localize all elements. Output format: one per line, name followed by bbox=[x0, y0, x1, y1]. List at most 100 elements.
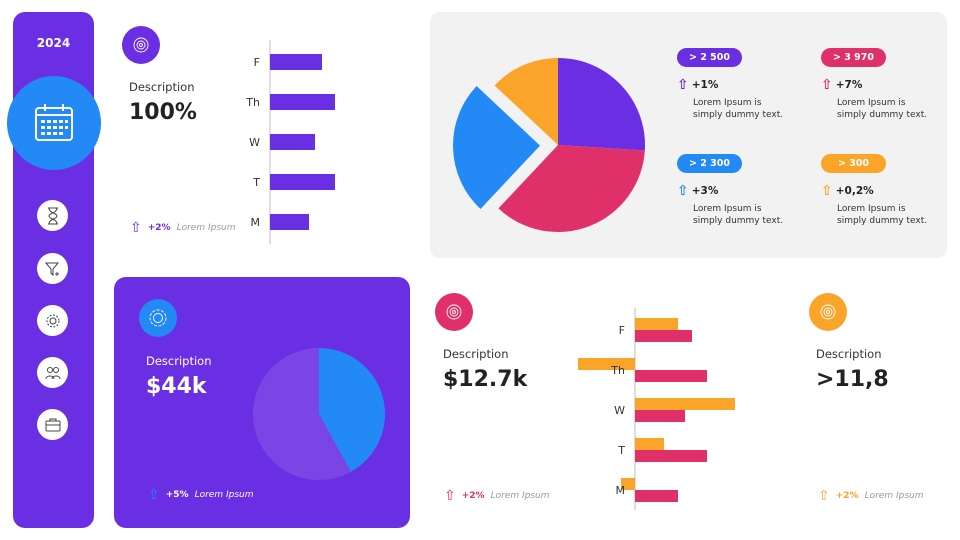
weekday-bar-chart: F Th W T M bbox=[245, 40, 335, 244]
card4-value: >11,8 bbox=[816, 367, 889, 392]
bar bbox=[270, 134, 315, 150]
bar bbox=[635, 450, 707, 462]
calendar-button[interactable] bbox=[7, 76, 101, 170]
card4-footer: ⇧ +2% Lorem Ipsum bbox=[818, 488, 923, 504]
bar bbox=[635, 438, 664, 450]
bar bbox=[635, 370, 707, 382]
target-icon bbox=[446, 304, 462, 320]
gear-icon bbox=[149, 309, 167, 327]
card3-change: +2% bbox=[461, 491, 485, 501]
target-badge bbox=[122, 26, 160, 64]
card1-value: 100% bbox=[129, 100, 197, 125]
stats-panel: > 2 500 ⇧ +1% Lorem Ipsum is simply dummy … bbox=[430, 12, 947, 258]
card3-value: $12.7k bbox=[443, 367, 528, 392]
pie-slice bbox=[494, 58, 558, 145]
users-button[interactable] bbox=[37, 357, 68, 388]
stat-block: > 2 300 ⇧ +3% Lorem Ipsum is simply dummy … bbox=[677, 154, 793, 227]
gear-badge bbox=[139, 299, 177, 337]
bar bbox=[270, 94, 335, 110]
sidebar: 2024 bbox=[7, 12, 101, 528]
hourglass-icon bbox=[47, 207, 58, 224]
arrow-up-icon: ⇧ bbox=[818, 488, 830, 504]
stat-badge: > 300 bbox=[821, 154, 886, 173]
card4-description: Description bbox=[816, 347, 882, 361]
card1-change: +2% bbox=[147, 223, 171, 233]
arrow-up-icon: ⇧ bbox=[130, 220, 142, 236]
briefcase-icon bbox=[45, 418, 60, 431]
category-label: W bbox=[614, 404, 625, 417]
revenue-pie-chart bbox=[253, 348, 386, 480]
category-label: Th bbox=[610, 364, 625, 377]
briefcase-button[interactable] bbox=[37, 409, 68, 440]
gear-icon bbox=[46, 314, 59, 327]
bar bbox=[635, 330, 692, 342]
arrow-up-icon: ⇧ bbox=[821, 77, 833, 93]
stat-text: simply dummy text. bbox=[837, 216, 928, 226]
card3-note: Lorem Ipsum bbox=[490, 491, 550, 501]
arrow-up-icon: ⇧ bbox=[677, 183, 689, 199]
filter-button[interactable] bbox=[37, 253, 68, 284]
target-icon bbox=[820, 304, 836, 320]
target-icon bbox=[133, 37, 149, 53]
stat-text: Lorem Ipsum is bbox=[693, 98, 762, 108]
card4-note: Lorem Ipsum bbox=[864, 491, 924, 501]
stat-badge: > 2 500 bbox=[677, 48, 742, 67]
stat-badge: > 3 970 bbox=[821, 48, 886, 67]
stat-change: +0,2% bbox=[835, 185, 874, 197]
pie-slice bbox=[253, 348, 351, 480]
bar bbox=[635, 398, 735, 410]
comparison-bar-chart: F Th W T M bbox=[578, 308, 735, 510]
card3-footer: ⇧ +2% Lorem Ipsum bbox=[444, 488, 549, 504]
card2-value: $44k bbox=[146, 374, 207, 399]
calendar-icon bbox=[35, 104, 73, 141]
stat-text: simply dummy text. bbox=[693, 216, 784, 226]
users-icon bbox=[45, 366, 60, 379]
category-label: Th bbox=[245, 96, 260, 109]
category-label: T bbox=[252, 176, 260, 189]
arrow-up-icon: ⇧ bbox=[148, 487, 160, 503]
stat-block: > 300 ⇧ +0,2% Lorem Ipsum is simply dummy … bbox=[821, 154, 937, 227]
target-badge-orange bbox=[809, 293, 847, 331]
card1-note: Lorem Ipsum bbox=[176, 223, 236, 233]
category-label: T bbox=[617, 444, 625, 457]
stat-change: +1% bbox=[691, 79, 719, 91]
category-label: W bbox=[249, 136, 260, 149]
target-badge-pink bbox=[435, 293, 473, 331]
stat-text: Lorem Ipsum is bbox=[693, 204, 762, 214]
card1-description: Description bbox=[129, 80, 195, 94]
bar bbox=[270, 54, 322, 70]
arrow-up-icon: ⇧ bbox=[444, 488, 456, 504]
stat-change: +7% bbox=[835, 79, 863, 91]
pie-slice bbox=[319, 348, 386, 472]
revenue-card: Description $44k ⇧ +5% Lorem Ipsum bbox=[114, 277, 410, 528]
card2-note: Lorem Ipsum bbox=[194, 490, 254, 500]
stat-text: simply dummy text. bbox=[837, 110, 928, 120]
category-label: F bbox=[254, 56, 260, 69]
bar bbox=[635, 490, 678, 502]
hourglass-button[interactable] bbox=[37, 200, 68, 231]
category-label: M bbox=[616, 484, 626, 497]
stat-block: > 3 970 ⇧ +7% Lorem Ipsum is simply dummy … bbox=[821, 48, 937, 121]
bar bbox=[635, 410, 685, 422]
stat-text: simply dummy text. bbox=[693, 110, 784, 120]
filter-icon bbox=[44, 262, 59, 276]
stat-text: Lorem Ipsum is bbox=[837, 98, 906, 108]
card4-change: +2% bbox=[835, 491, 859, 501]
bar bbox=[621, 478, 635, 490]
year-label: 2024 bbox=[36, 36, 71, 50]
arrow-up-icon: ⇧ bbox=[821, 183, 833, 199]
card2-description: Description bbox=[146, 354, 212, 368]
pie-slice bbox=[453, 86, 541, 209]
distribution-pie-chart bbox=[453, 58, 645, 232]
category-label: M bbox=[251, 216, 261, 229]
stat-block: > 2 500 ⇧ +1% Lorem Ipsum is simply dummy … bbox=[677, 48, 793, 121]
bar bbox=[635, 318, 678, 330]
pie-slice bbox=[558, 58, 645, 151]
stat-change: +3% bbox=[691, 185, 719, 197]
bar bbox=[270, 214, 309, 230]
settings-button[interactable] bbox=[37, 305, 68, 336]
card3-description: Description bbox=[443, 347, 509, 361]
pie-slice bbox=[498, 145, 645, 232]
stat-text: Lorem Ipsum is bbox=[837, 204, 906, 214]
arrow-up-icon: ⇧ bbox=[677, 77, 689, 93]
